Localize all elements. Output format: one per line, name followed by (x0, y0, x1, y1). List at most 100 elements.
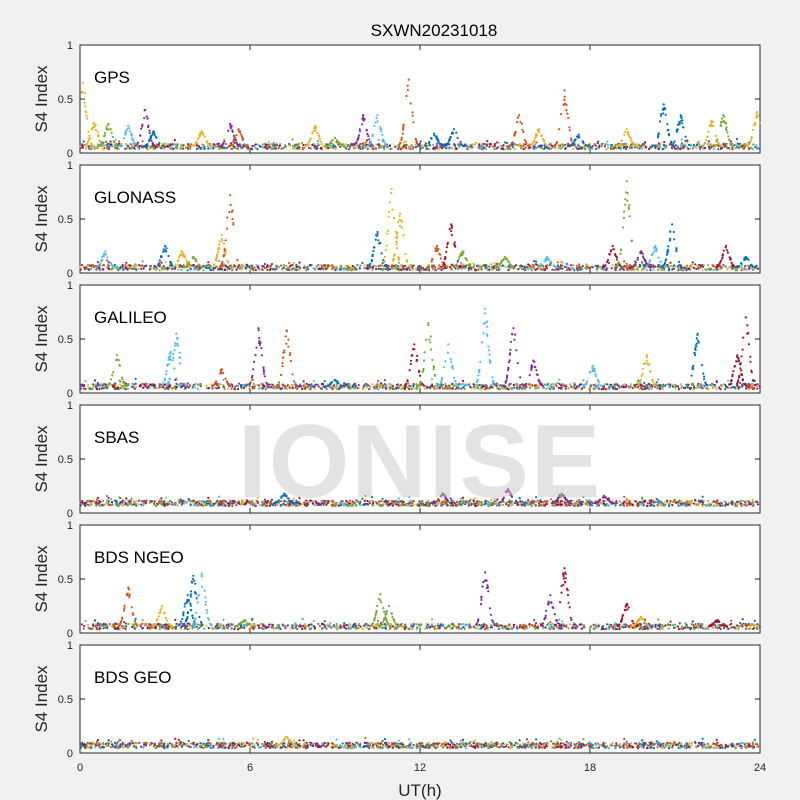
data-point (318, 268, 321, 271)
data-point (419, 265, 423, 268)
data-point (623, 260, 626, 263)
data-point (403, 268, 406, 271)
data-point (610, 143, 614, 147)
data-point (149, 146, 152, 150)
data-point (581, 267, 584, 270)
data-point (525, 142, 528, 145)
data-point (622, 266, 625, 269)
data-point (390, 383, 393, 386)
data-point (408, 268, 411, 271)
data-point (725, 126, 728, 129)
data-point (124, 387, 127, 391)
data-point (713, 383, 716, 387)
data-point (469, 147, 472, 150)
data-point (260, 346, 263, 350)
data-point (208, 266, 211, 269)
data-point (232, 145, 236, 148)
data-point (127, 382, 130, 386)
data-point (159, 384, 162, 388)
data-point (546, 146, 549, 150)
data-point (534, 136, 537, 139)
data-point (399, 268, 403, 271)
data-point (397, 265, 400, 268)
data-point (448, 137, 451, 141)
data-point (483, 146, 486, 150)
data-point (232, 221, 235, 224)
data-point (662, 103, 665, 106)
data-point (539, 144, 542, 147)
data-point (428, 140, 431, 143)
data-point (704, 386, 707, 389)
data-point (124, 384, 127, 387)
data-point (724, 388, 727, 391)
data-point (404, 386, 407, 389)
data-point (446, 351, 449, 354)
data-point (217, 259, 221, 262)
data-point (163, 377, 167, 380)
data-point (555, 385, 558, 388)
data-point (231, 383, 234, 386)
data-point (668, 267, 671, 270)
data-point (378, 146, 381, 149)
data-point (82, 140, 85, 143)
data-point (258, 340, 261, 343)
data-point (256, 148, 259, 151)
data-point (564, 143, 567, 146)
data-point (335, 139, 338, 142)
data-point (518, 143, 521, 146)
data-point (520, 147, 523, 150)
data-point (133, 385, 136, 389)
data-point (238, 130, 241, 133)
data-point (754, 145, 757, 149)
data-point (174, 387, 177, 390)
data-point (224, 377, 227, 380)
data-point (301, 148, 304, 151)
data-point (166, 266, 169, 270)
data-point (628, 147, 632, 150)
data-point (285, 264, 288, 267)
data-point (511, 146, 515, 149)
data-point (712, 148, 715, 151)
data-point (730, 386, 733, 389)
data-point (691, 261, 694, 264)
data-point (598, 145, 601, 148)
data-point (161, 144, 164, 148)
data-point (354, 385, 357, 388)
data-point (610, 386, 613, 389)
data-point (679, 114, 682, 117)
data-point (592, 387, 595, 390)
data-point (502, 257, 506, 260)
data-point (93, 379, 97, 382)
data-point (554, 265, 557, 268)
data-point (503, 141, 507, 144)
data-point (731, 146, 734, 149)
data-point (648, 387, 651, 390)
data-point (509, 263, 512, 266)
data-point (722, 249, 725, 252)
data-point (515, 349, 518, 352)
data-point (630, 239, 633, 243)
data-point (222, 371, 225, 374)
data-point (111, 135, 114, 139)
data-point (316, 139, 320, 142)
data-point (620, 385, 623, 388)
data-point (447, 147, 450, 150)
data-point (309, 263, 312, 267)
data-point (87, 130, 90, 133)
data-point (460, 387, 463, 390)
data-point (453, 376, 456, 379)
data-point (450, 268, 453, 271)
data-point (83, 101, 86, 104)
data-point (368, 264, 371, 267)
data-point (392, 257, 395, 260)
data-point (184, 256, 187, 259)
data-point (606, 383, 609, 386)
data-point (675, 130, 678, 133)
data-point (308, 139, 311, 142)
data-point (384, 248, 388, 252)
data-point (393, 254, 396, 257)
data-point (478, 368, 481, 371)
data-point (249, 381, 252, 384)
data-point (625, 128, 628, 131)
